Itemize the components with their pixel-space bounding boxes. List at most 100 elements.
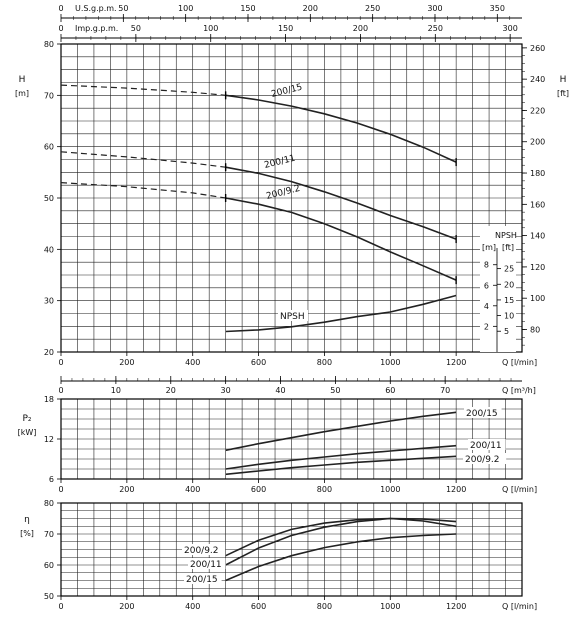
x-tick-label: 600 [251,602,266,611]
npsh-ft-tick-label: 15 [504,296,514,305]
y-tick-label: 60 [44,143,54,152]
power-curve [225,444,457,470]
head-curve-dashed [60,84,226,96]
x-tick-label: 400 [185,602,200,611]
efficiency-curve [225,517,457,557]
efficiency-curve [225,517,457,566]
usgpm-tick-label: 200 [303,4,318,13]
m3h-tick-label: 0 [58,386,63,395]
series-label: 200/15 [186,575,218,585]
impgpm-tick-label: 300 [503,24,518,33]
x-tick-label: 400 [185,485,200,494]
npsh-axis: NPSH [m] [ft] 2 4 6 8 5 10 15 20 25 [480,226,517,352]
y-axis-label: P₂ [22,414,31,424]
x-tick-label: 200 [119,602,134,611]
x-tick-label: 1000 [380,602,400,611]
x-tick-label: 1200 [446,358,466,367]
y-tick-label: 80 [44,499,54,508]
x-tick-label: 800 [317,602,332,611]
npsh-axis-m-unit: [m] [482,243,496,252]
usgpm-tick-label: 0 [58,4,63,13]
y-axis-label: η [24,515,30,525]
head-curve [225,166,457,240]
y-tick-label: 60 [44,561,54,570]
x-axis-label: Q [l/min] [502,485,537,494]
npsh-ft-tick-label: 20 [504,280,514,289]
x-tick-label: 800 [317,358,332,367]
usgpm-tick-label: 350 [490,4,505,13]
ft-tick-label: 180 [530,169,545,178]
x-tick-label: 1200 [446,602,466,611]
y-tick-label: 18 [44,395,54,404]
x-tick-label: 0 [58,485,63,494]
y-axis-unit: [%] [20,529,34,538]
series-label-background [182,544,226,555]
y-tick-label: 50 [44,592,54,601]
power-curve [225,455,457,476]
m3h-tick-label: 60 [385,386,395,395]
series-label-background [188,558,226,569]
usgpm-tick-label: 100 [178,4,193,13]
npsh-ft-tick-label: 10 [504,312,514,321]
x-tick-label: 200 [119,358,134,367]
npsh-label-background [278,310,308,321]
ft-tick-label: 140 [530,232,545,241]
x-tick-label: 200 [119,485,134,494]
npsh-ft-tick-label: 25 [504,265,514,274]
x-axis-label: Q [l/min] [502,358,537,367]
efficiency-curve [225,533,457,582]
efficiency-chart: 50 60 70 80 η [%] 200/9.2 200/11 200/15 0 200 400 60… [20,499,537,611]
x-tick-label: 400 [185,358,200,367]
m3h-axis-label: Q [m³/h] [502,386,536,395]
x-tick-label: 1200 [446,485,466,494]
y-axis-unit: [m] [15,89,29,98]
head-chart: 20304050607080H[m]8010012014016018020022… [15,40,569,395]
series-label-background [463,453,507,464]
head-curve [225,94,457,163]
npsh-m-tick-label: 6 [484,281,489,290]
y-tick-label: 6 [49,475,54,484]
ft-tick-label: 100 [530,294,545,303]
ft-axis-label: H [560,75,567,85]
x-tick-label: 1000 [380,485,400,494]
plot-frame [60,502,523,597]
usgpm-label: U.S.g.p.m. [75,4,117,13]
ft-tick-label: 240 [530,75,545,84]
impgpm-tick-label: 100 [203,24,218,33]
ft-tick-label: 260 [530,44,545,53]
ft-tick-label: 220 [530,106,545,115]
npsh-curve [225,294,457,333]
power-chart: 6 12 18 P₂ [kW] 200/15 200/11 200/9.2 0 200 400 600… [18,395,537,494]
ft-tick-label: 200 [530,138,545,147]
x-tick-label: 600 [251,358,266,367]
x-tick-label: 0 [58,358,63,367]
series-label: 200/11 [190,560,222,570]
series-label: 200/15 [466,409,498,419]
npsh-axis-title: NPSH [495,231,517,240]
series-label-background [184,573,222,584]
ft-tick-label: 160 [530,200,545,209]
impgpm-tick-label: 250 [428,24,443,33]
series-label: 200/9.2 [465,455,500,465]
x-tick-label: 1000 [380,358,400,367]
top-flow-scales: 0 50 100 150 200 250 300 350 U.S.g.p.m. 0 50 100 150… [58,4,522,42]
y-axis-label: H [19,75,26,85]
usgpm-tick-label: 300 [427,4,442,13]
y-tick-label: 12 [44,435,54,444]
x-axis-label: Q [l/min] [502,602,537,611]
y-tick-label: 30 [44,297,54,306]
impgpm-tick-label: 150 [278,24,293,33]
m3h-tick-label: 30 [221,386,231,395]
y-tick-label: 70 [44,530,54,539]
head-curve [225,197,457,281]
m3h-tick-label: 50 [330,386,340,395]
series-label-background [464,407,502,418]
impgpm-tick-label: 200 [353,24,368,33]
npsh-m-tick-label: 4 [484,302,489,311]
x-tick-label: 600 [251,485,266,494]
series-label-background [468,439,506,450]
head-curve-dashed [60,151,226,168]
series-label: 200/11 [470,441,502,451]
m3h-tick-label: 40 [275,386,285,395]
y-tick-label: 70 [44,91,54,100]
